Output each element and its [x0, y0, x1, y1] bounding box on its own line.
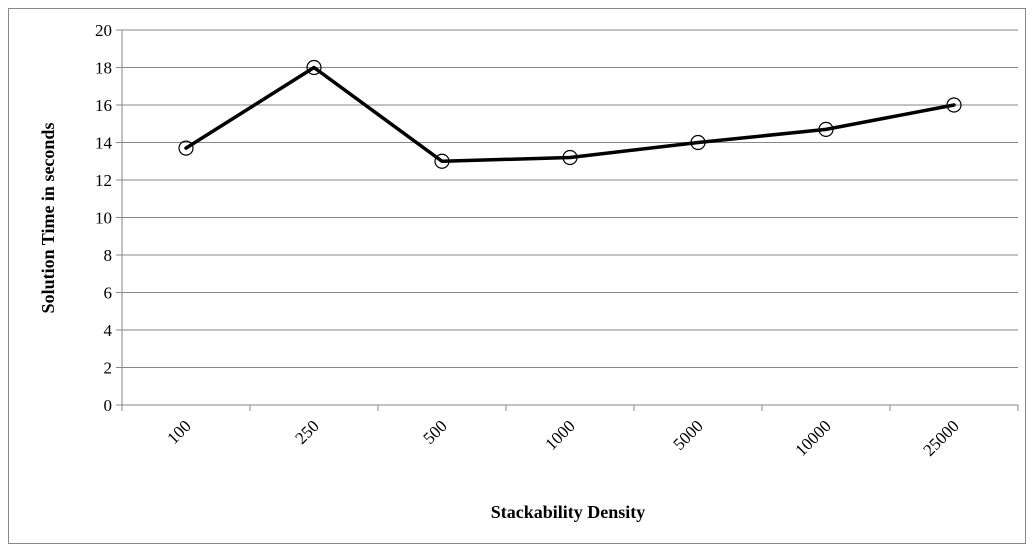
y-tick-label: 12: [95, 171, 112, 190]
x-tick-label: 5000: [669, 416, 706, 453]
y-tick-label: 6: [104, 284, 113, 303]
y-tick-label: 10: [95, 209, 112, 228]
x-tick-label: 1000: [541, 416, 578, 453]
x-tick-label: 500: [419, 416, 450, 447]
y-tick-label: 18: [95, 59, 112, 78]
y-tick-labels: 0 2 4 6 8 10 12 14 16 18 20: [95, 21, 113, 415]
series: [179, 61, 961, 169]
y-tick-label: 16: [95, 96, 112, 115]
x-axis-label: Stackability Density: [491, 502, 646, 522]
y-tick-label: 0: [104, 396, 113, 415]
y-tick-label: 14: [95, 134, 113, 153]
y-axis-label: Solution Time in seconds: [38, 123, 58, 314]
axes: [116, 30, 1018, 411]
y-tick-label: 20: [95, 21, 112, 40]
x-tick-label: 100: [163, 416, 194, 447]
series-line: [186, 68, 954, 162]
x-tick-label: 25000: [919, 416, 962, 459]
y-tick-label: 4: [104, 321, 113, 340]
x-tick-labels: 100 250 500 1000 5000 10000 25000: [163, 416, 962, 459]
x-tick-label: 250: [291, 416, 322, 447]
gridlines: [122, 30, 1018, 368]
y-tick-label: 2: [104, 359, 113, 378]
x-tick-label: 10000: [791, 416, 834, 459]
y-tick-label: 8: [104, 246, 113, 265]
